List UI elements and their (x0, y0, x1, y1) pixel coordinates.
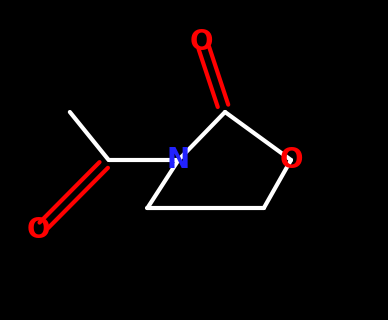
Text: O: O (279, 146, 303, 174)
Text: O: O (190, 28, 213, 56)
Text: N: N (167, 146, 190, 174)
Text: O: O (27, 216, 50, 244)
